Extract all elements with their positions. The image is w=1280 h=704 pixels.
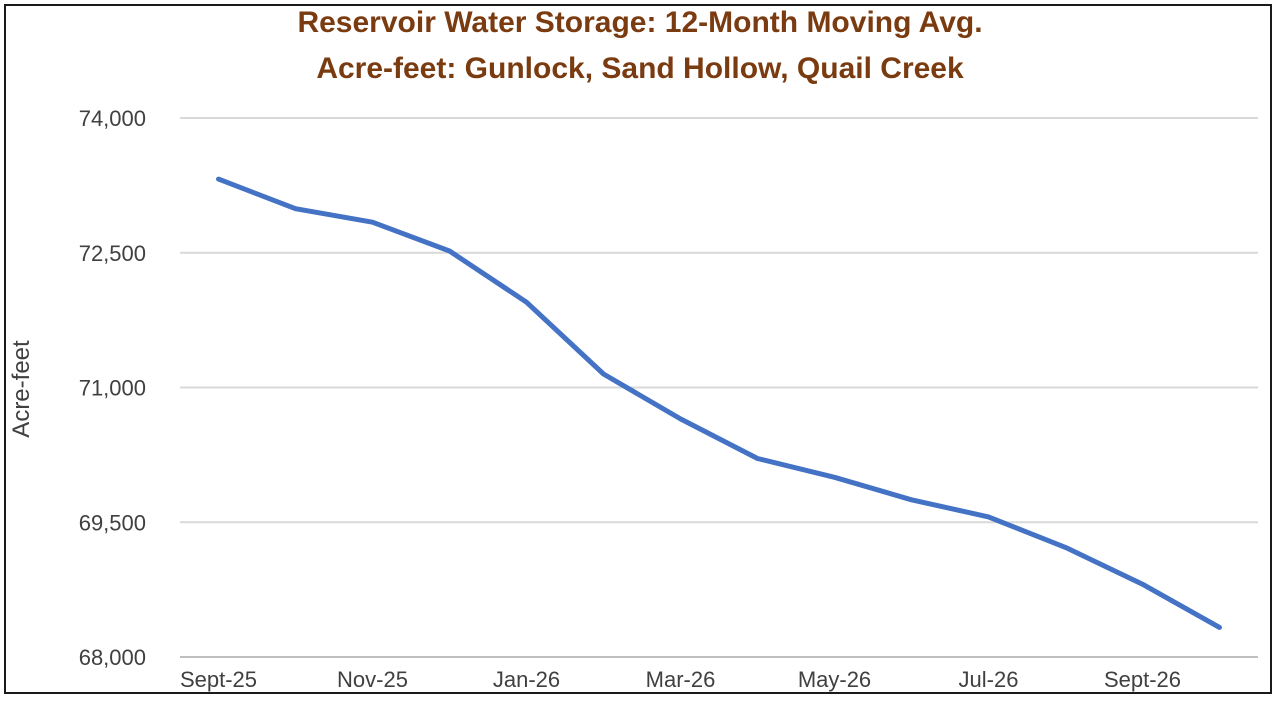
chart-subtitle: Acre-feet: Gunlock, Sand Hollow, Quail C… [316,52,964,85]
x-tick-label: Jul-26 [959,667,1019,692]
x-tick-label: Sept-26 [1104,667,1181,692]
y-tick-label: 72,500 [79,241,146,266]
x-tick-label: Nov-25 [337,667,408,692]
chart-title: Reservoir Water Storage: 12-Month Moving… [297,6,983,39]
y-tick-label: 69,500 [79,510,146,535]
x-axis-ticks: Sept-25 Nov-25 Jan-26 Mar-26 May-26 Jul-26 Sep… [180,667,1181,692]
y-tick-label: 68,000 [79,645,146,670]
y-axis-ticks: 68,000 69,500 71,000 72,500 74,000 [79,106,146,670]
x-tick-label: Sept-25 [180,667,257,692]
gridlines [180,117,1258,658]
y-tick-label: 74,000 [79,106,146,131]
x-tick-label: Jan-26 [493,667,560,692]
series-group [216,176,1222,630]
y-tick-label: 71,000 [79,376,146,401]
series-line [216,176,1222,630]
x-tick-label: Mar-26 [646,667,716,692]
x-tick-label: May-26 [798,667,871,692]
